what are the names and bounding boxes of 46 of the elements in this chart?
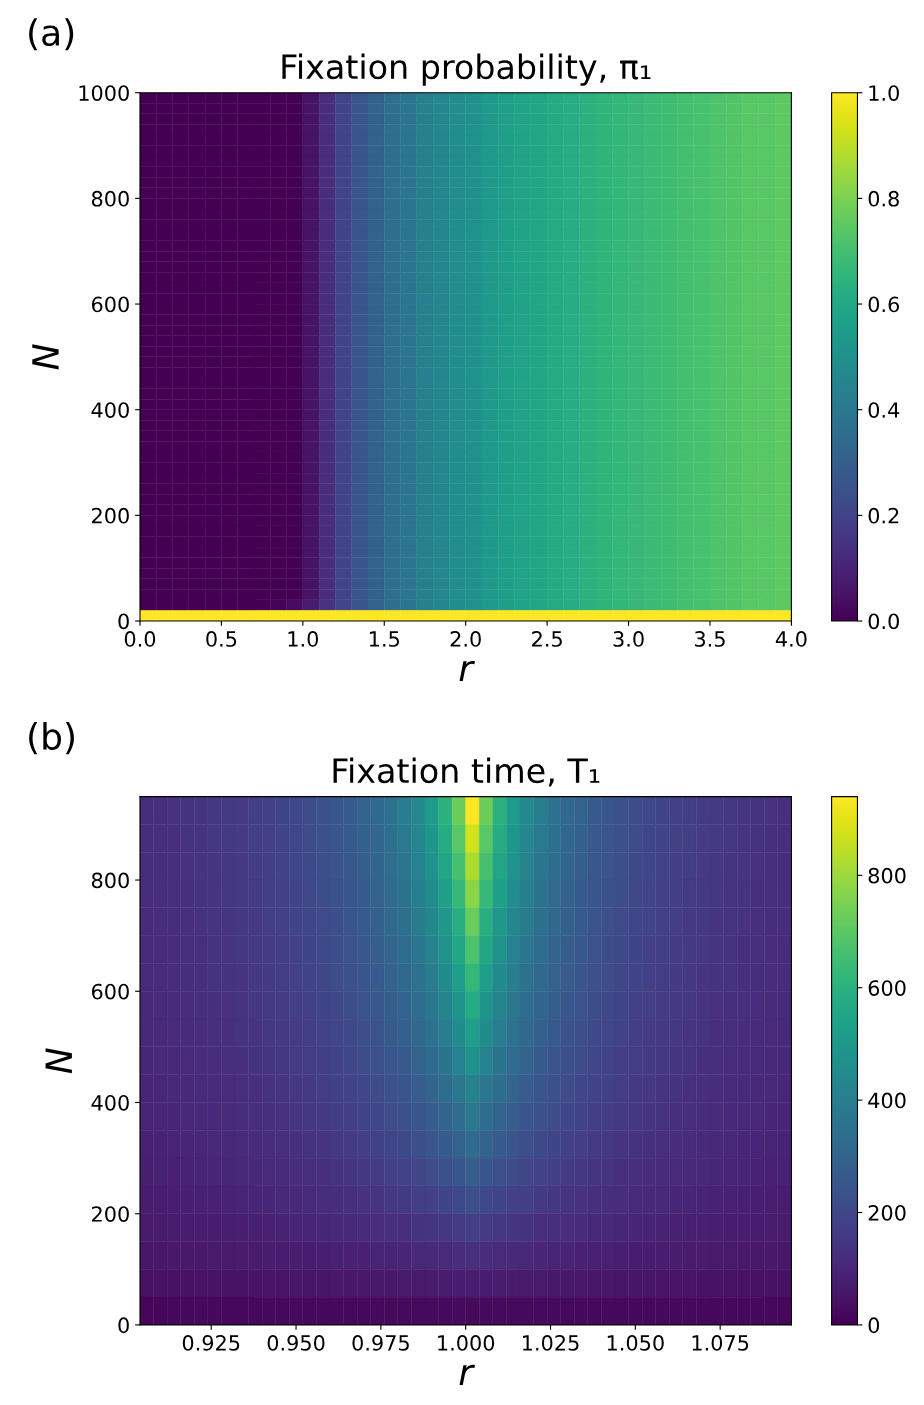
color-bar-label: 0.2 (868, 507, 899, 524)
x-tick-label: 1.0 (288, 631, 319, 647)
y-tick-label: 400 (91, 402, 129, 418)
text: (b) (29, 722, 74, 755)
x-tick-label: 4.0 (775, 631, 807, 647)
x-tick-label: 0.0 (124, 631, 156, 647)
color-bar-label: 0 (868, 1317, 880, 1334)
x-axis-title: r (459, 1364, 475, 1386)
x-axis-title: r (459, 660, 475, 682)
y-axis-title: N (45, 1048, 72, 1074)
text: (a) (29, 18, 74, 51)
x-tick-label: 1.075 (692, 1335, 749, 1351)
color-bar-label: 600 (868, 980, 906, 996)
y-tick-label: 400 (91, 1094, 129, 1111)
y-tick-label: 600 (91, 296, 129, 313)
y-tick-label: 200 (92, 507, 129, 524)
color-bar-label: 1.0 (869, 85, 899, 101)
y-tick-label: 800 (91, 872, 129, 889)
x-tick-label: 1.050 (607, 1335, 664, 1351)
color-bar-label: 0.8 (868, 190, 899, 207)
color-bar-label: 0.6 (868, 296, 900, 313)
x-tick-label: 0.925 (182, 1335, 240, 1351)
color-bar-label: 0.4 (868, 402, 900, 418)
y-tick-label: 800 (91, 190, 129, 207)
color-bar-label: 800 (868, 867, 906, 884)
y-tick-label: 0 (118, 613, 129, 630)
chart-title: Fixation time, T₁ (333, 757, 600, 787)
y-tick-label: 0 (118, 1317, 129, 1334)
x-tick-label: 3.5 (695, 631, 725, 647)
chart-title: Fixation probability, π₁ (282, 53, 651, 86)
x-tick-label: 2.0 (450, 631, 481, 647)
x-tick-label: 0.5 (206, 631, 237, 647)
x-tick-label: 3.0 (613, 631, 644, 647)
y-tick-label: 200 (92, 1206, 129, 1222)
x-tick-label: 1.000 (438, 1335, 495, 1351)
y-axis-title: N (32, 344, 59, 370)
color-bar-label: 0.0 (868, 613, 899, 630)
x-tick-label: 1.5 (369, 631, 400, 647)
x-tick-label: 1.025 (522, 1335, 579, 1351)
color-bar-label: 400 (868, 1092, 906, 1109)
x-tick-label: 0.950 (267, 1335, 325, 1351)
x-tick-label: 2.5 (532, 631, 562, 647)
y-tick-label: 1000 (79, 85, 129, 101)
color-bar-label: 200 (868, 1204, 906, 1221)
x-tick-label: 0.975 (352, 1335, 409, 1351)
y-tick-label: 600 (91, 983, 129, 1000)
